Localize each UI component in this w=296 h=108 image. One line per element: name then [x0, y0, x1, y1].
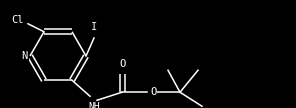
- Text: I: I: [91, 22, 97, 32]
- Text: O: O: [150, 87, 156, 97]
- Text: N: N: [22, 51, 28, 61]
- Text: O: O: [119, 59, 125, 69]
- Text: NH: NH: [88, 102, 100, 108]
- Text: Cl: Cl: [12, 15, 24, 25]
